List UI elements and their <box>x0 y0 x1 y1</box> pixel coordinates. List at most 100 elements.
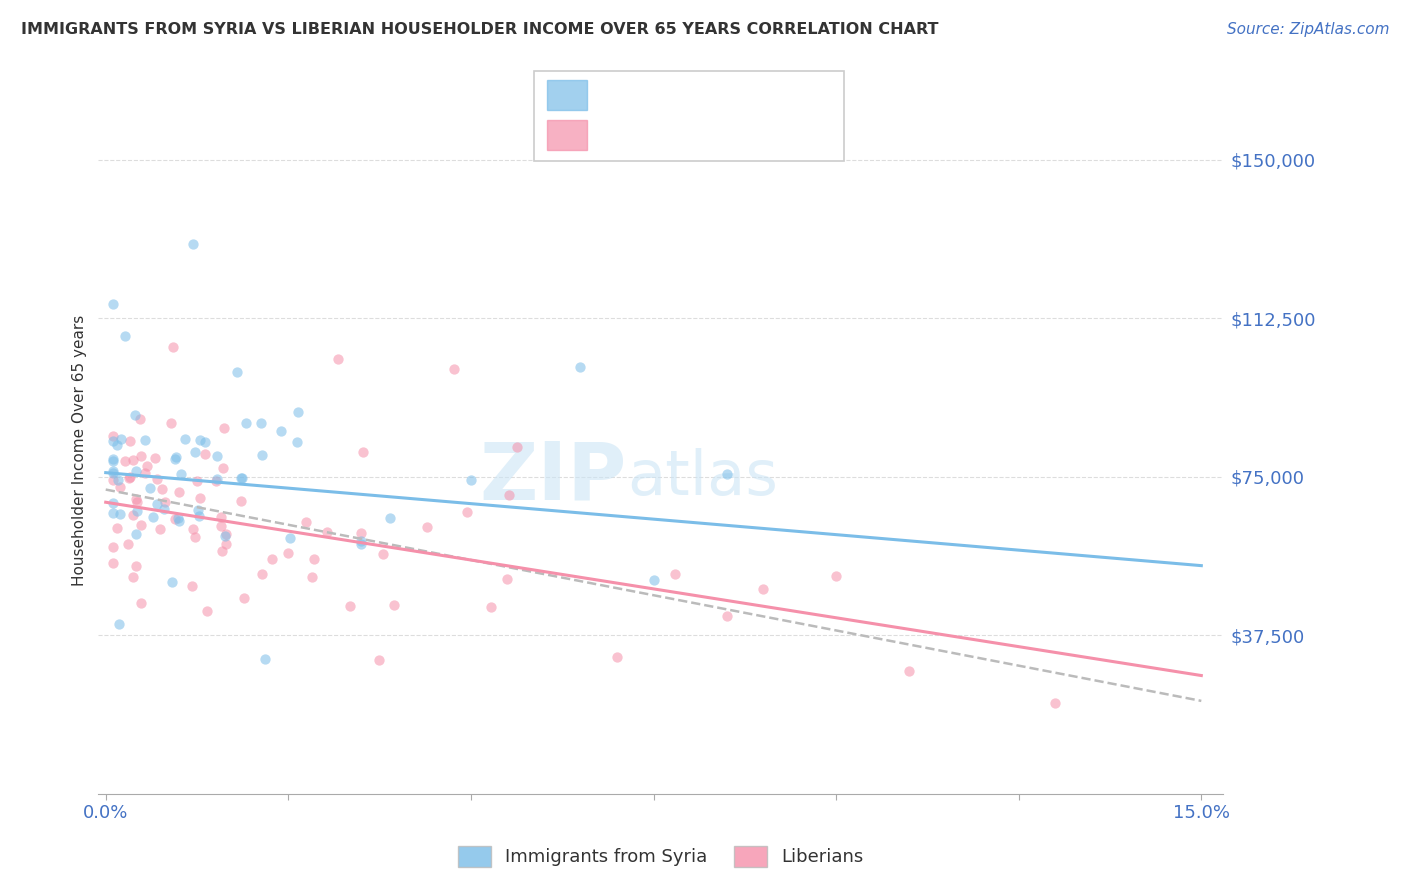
Point <box>350 533 373 548</box>
Point <box>108 507 131 521</box>
Point <box>378 511 401 525</box>
Point <box>110 432 132 446</box>
Point <box>277 546 299 560</box>
Point <box>302 551 325 566</box>
Point <box>103 467 125 481</box>
Point <box>479 600 502 615</box>
Text: R = -0.454: R = -0.454 <box>599 126 699 144</box>
Text: IMMIGRANTS FROM SYRIA VS LIBERIAN HOUSEHOLDER INCOME OVER 65 YEARS CORRELATION C: IMMIGRANTS FROM SYRIA VS LIBERIAN HOUSEH… <box>21 22 939 37</box>
Point <box>129 518 152 533</box>
Point <box>752 582 775 597</box>
Point <box>101 464 124 478</box>
Point <box>160 574 183 589</box>
Point <box>188 491 211 505</box>
Point <box>195 604 218 618</box>
Point <box>416 519 439 533</box>
Point <box>460 473 482 487</box>
Point <box>105 521 128 535</box>
Point <box>125 464 148 478</box>
Point <box>187 503 209 517</box>
Point <box>150 482 173 496</box>
Point <box>186 474 208 488</box>
Text: atlas: atlas <box>627 448 778 508</box>
Point <box>235 416 257 430</box>
Point <box>215 537 238 551</box>
Point <box>254 651 277 665</box>
Point <box>249 416 271 430</box>
Point <box>295 515 318 529</box>
Point <box>278 531 301 545</box>
Point <box>506 441 529 455</box>
Point <box>167 511 190 525</box>
Point <box>352 445 374 459</box>
Point <box>1045 696 1067 710</box>
Point <box>716 609 738 624</box>
Point <box>134 466 156 480</box>
Point <box>129 596 152 610</box>
Point <box>165 450 187 464</box>
Point <box>180 579 202 593</box>
Point <box>120 470 142 484</box>
Point <box>149 522 172 536</box>
Point <box>262 552 284 566</box>
Point <box>101 556 124 570</box>
Point <box>101 496 124 510</box>
Point <box>103 473 125 487</box>
Point <box>101 429 124 443</box>
Text: R = -0.263: R = -0.263 <box>599 86 699 103</box>
Point <box>211 510 233 524</box>
Point <box>270 424 292 438</box>
Point <box>118 434 141 449</box>
Point <box>163 512 186 526</box>
Point <box>716 467 738 482</box>
Point <box>496 572 519 586</box>
Point <box>188 508 211 523</box>
Point <box>101 451 124 466</box>
Point <box>118 471 141 485</box>
Point <box>152 501 174 516</box>
Point <box>205 472 228 486</box>
Point <box>664 567 686 582</box>
Point <box>159 416 181 430</box>
Point <box>129 449 152 463</box>
Point <box>101 296 124 310</box>
Bar <box>547 120 586 150</box>
Point <box>114 454 136 468</box>
Point <box>146 498 169 512</box>
Point <box>122 452 145 467</box>
Legend: Immigrants from Syria, Liberians: Immigrants from Syria, Liberians <box>451 838 870 874</box>
Point <box>250 448 273 462</box>
Text: N = 77: N = 77 <box>720 126 782 144</box>
Point <box>194 434 217 449</box>
Point <box>367 653 389 667</box>
Point <box>287 404 309 418</box>
Point <box>211 544 233 558</box>
Point <box>231 471 253 485</box>
Point <box>125 559 148 574</box>
Point <box>101 434 124 448</box>
Point <box>181 522 204 536</box>
Point <box>142 509 165 524</box>
Point <box>105 438 128 452</box>
Point <box>183 445 205 459</box>
Point <box>122 508 145 522</box>
FancyBboxPatch shape <box>534 71 844 161</box>
Point <box>328 352 350 367</box>
Point <box>231 493 253 508</box>
Point <box>174 432 197 446</box>
Bar <box>547 80 586 110</box>
Point <box>128 412 150 426</box>
Point <box>250 567 273 582</box>
Point <box>212 460 235 475</box>
Y-axis label: Householder Income Over 65 years: Householder Income Over 65 years <box>72 315 87 586</box>
Point <box>569 360 592 375</box>
Point <box>382 598 405 612</box>
Point <box>184 530 207 544</box>
Point <box>339 599 361 613</box>
Point <box>316 524 339 539</box>
Point <box>350 537 373 551</box>
Point <box>606 650 628 665</box>
Point <box>124 408 146 422</box>
Point <box>287 434 309 449</box>
Point <box>143 450 166 465</box>
